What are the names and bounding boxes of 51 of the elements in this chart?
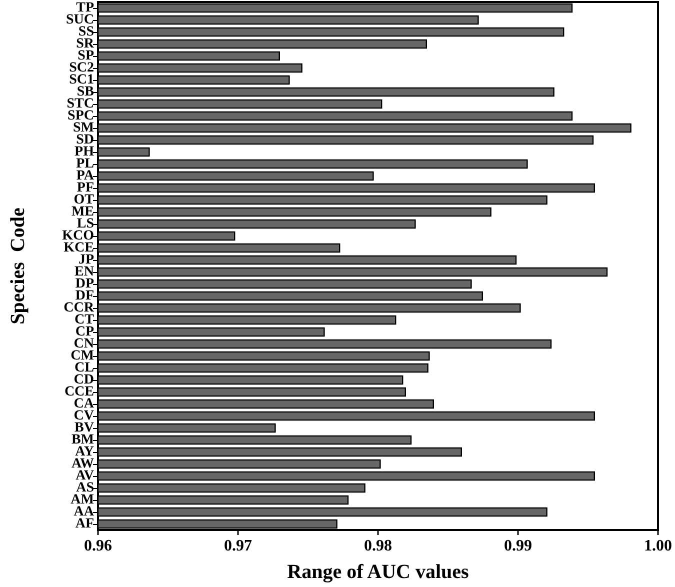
y-tick-label: CM xyxy=(70,348,94,364)
y-tick-label: DF xyxy=(75,288,94,304)
y-tick-label: CCE xyxy=(64,384,94,400)
x-tick-label: 0.99 xyxy=(504,538,532,554)
y-tick-label: SS xyxy=(78,24,94,40)
y-tick-label: TP xyxy=(76,0,94,16)
y-tick-label: SP xyxy=(78,48,94,64)
y-tick-label: CL xyxy=(74,360,94,376)
y-tick-label: OT xyxy=(74,192,95,208)
y-tick-label: BV xyxy=(74,420,94,436)
y-tick-label: AM xyxy=(70,492,94,508)
y-tick-label: AF xyxy=(75,516,94,532)
y-tick-label: SD xyxy=(76,132,94,148)
y-tick-label: CN xyxy=(74,336,94,352)
y-tick-label: LS xyxy=(76,216,94,232)
y-tick-label: SR xyxy=(76,36,95,52)
y-tick-label: SC2 xyxy=(69,60,94,76)
y-tick-label: AW xyxy=(71,456,94,472)
y-tick-label: PL xyxy=(76,156,94,172)
x-tick-label: 1.00 xyxy=(644,538,672,554)
y-tick-label: CT xyxy=(74,312,95,328)
y-tick-label: PA xyxy=(76,168,95,184)
x-tick-label: 0.96 xyxy=(84,538,112,554)
y-tick-label: BM xyxy=(71,432,94,448)
y-tick-label: AA xyxy=(74,504,95,520)
y-tick-label: DP xyxy=(75,276,94,292)
x-tick-label: 0.97 xyxy=(224,538,252,554)
y-tick-label: SC1 xyxy=(69,72,94,88)
y-tick-label: CV xyxy=(74,408,94,424)
x-tick-label: 0.98 xyxy=(364,538,392,554)
y-tick-label: SB xyxy=(76,84,94,100)
y-tick-label: JP xyxy=(78,252,94,268)
y-tick-label: SM xyxy=(73,120,94,136)
y-tick-label: PH xyxy=(74,144,94,160)
y-tick-label: KCO xyxy=(62,228,94,244)
y-tick-label: STC xyxy=(66,96,94,112)
y-tick-label: CD xyxy=(74,372,94,388)
y-tick-label: SPC xyxy=(68,108,94,124)
y-tick-label: ME xyxy=(71,204,94,220)
y-tick-label: AV xyxy=(76,468,94,484)
y-tick-label: CA xyxy=(74,396,95,412)
y-tick-label: CP xyxy=(75,324,94,340)
y-tick-label: PF xyxy=(76,180,94,196)
x-axis-title: Range of AUC values xyxy=(287,561,470,583)
y-tick-label: KCE xyxy=(64,240,94,256)
y-tick-label: SUC xyxy=(66,12,94,28)
y-tick-label: AY xyxy=(75,444,94,460)
y-tick-label: EN xyxy=(74,264,94,280)
y-tick-label: AS xyxy=(76,480,94,496)
y-tick-label: CCR xyxy=(64,300,95,316)
y-axis-title: Species Code xyxy=(7,208,29,324)
